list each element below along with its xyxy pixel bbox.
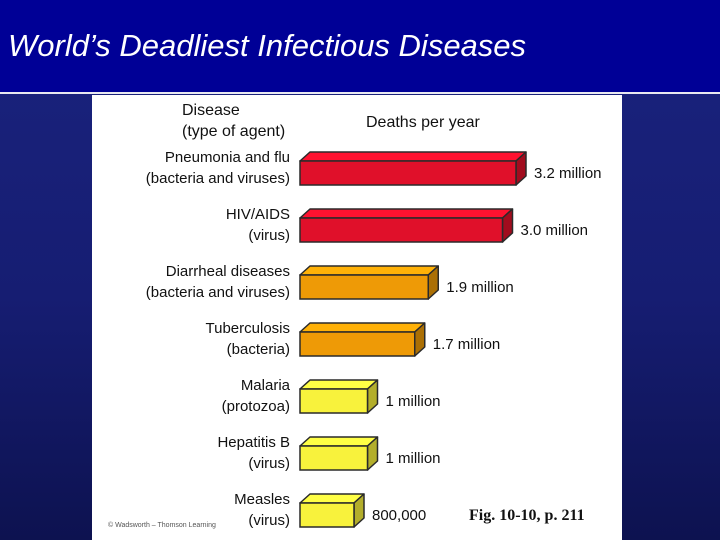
bar-4: [299, 331, 416, 357]
bar-top-face: [299, 151, 527, 162]
bar-1: [299, 160, 517, 186]
value-label: 1.9 million: [446, 279, 514, 296]
chart-panel: Disease (type of agent) Deaths per year …: [92, 95, 622, 540]
bar-chart: Disease (type of agent) Deaths per year …: [108, 102, 602, 529]
category-sublabel: (virus): [248, 455, 290, 472]
bar-top-face: [299, 436, 379, 447]
value-label: 3.0 million: [521, 222, 589, 239]
bar-top-face: [299, 265, 439, 276]
value-label: 1 million: [386, 393, 441, 410]
bar-top-face: [299, 208, 514, 219]
header-deaths: Deaths per year: [366, 114, 481, 131]
category-label: Pneumonia and flu: [165, 149, 290, 166]
bar-2: [299, 217, 504, 243]
header-disease-line2: (type of agent): [182, 123, 285, 140]
bar-top-face: [299, 379, 379, 390]
header-disease-line1: Disease: [182, 102, 240, 119]
category-label: Tuberculosis: [206, 320, 290, 337]
figure-reference: Fig. 10-10, p. 211: [469, 507, 585, 524]
value-label: 1 million: [386, 450, 441, 467]
category-label: Malaria: [241, 377, 291, 394]
category-label: HIV/AIDS: [226, 206, 290, 223]
credit-text: © Wadsworth – Thomson Learning: [108, 521, 216, 529]
bar-7: [299, 502, 355, 528]
category-label: Hepatitis B: [217, 434, 290, 451]
category-sublabel: (virus): [248, 512, 290, 529]
value-label: 1.7 million: [433, 336, 501, 353]
category-sublabel: (bacteria and viruses): [146, 284, 290, 301]
bar-6: [299, 445, 369, 471]
slide-title: World’s Deadliest Infectious Diseases: [0, 0, 720, 92]
category-sublabel: (bacteria and viruses): [146, 170, 290, 187]
category-sublabel: (virus): [248, 227, 290, 244]
category-label: Diarrheal diseases: [166, 263, 290, 280]
title-divider: [0, 92, 720, 94]
bar-group: Pneumonia and flu (bacteria and viruses) 3…: [146, 149, 602, 529]
value-label: 3.2 million: [534, 165, 602, 182]
category-sublabel: (protozoa): [222, 398, 290, 415]
bar-5: [299, 388, 369, 414]
category-label: Measles: [234, 491, 290, 508]
category-sublabel: (bacteria): [227, 341, 290, 358]
bar-top-face: [299, 322, 426, 333]
bar-3: [299, 274, 429, 300]
value-label: 800,000: [372, 507, 426, 524]
